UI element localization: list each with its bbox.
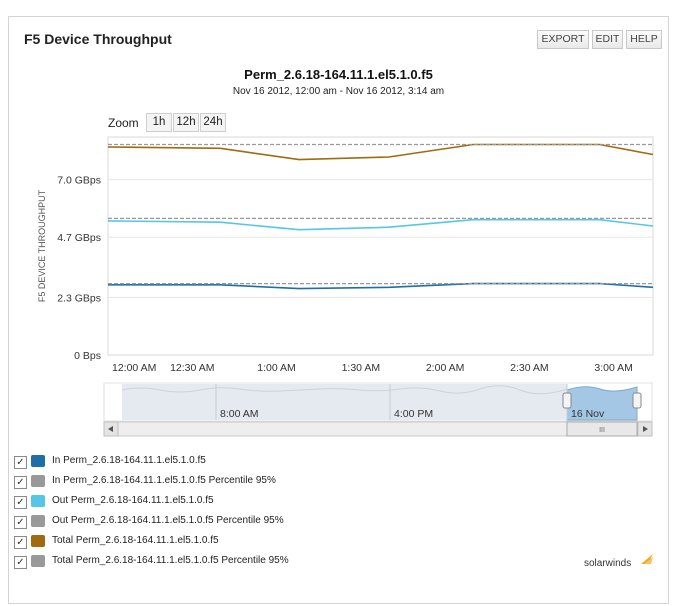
legend-swatch: [31, 475, 45, 487]
legend-label: Total Perm_2.6.18-164.11.1.el5.1.0.f5 Pe…: [52, 555, 289, 566]
y-tick-label: 7.0 GBps: [57, 175, 101, 187]
navigator-label: 4:00 PM: [394, 408, 433, 420]
y-tick-label: 4.7 GBps: [57, 232, 101, 244]
chart-title: Perm_2.6.18-164.11.1.el5.1.0.f5: [244, 67, 433, 82]
legend-checkbox[interactable]: ✓: [14, 556, 27, 569]
y-tick-label: 0 Bps: [74, 350, 101, 362]
zoom-1h-button[interactable]: 1h: [146, 113, 172, 132]
x-tick-label: 3:00 AM: [594, 362, 633, 374]
arrow-right-icon: [643, 426, 648, 432]
series-line: [108, 282, 654, 290]
series-lines: [107, 143, 654, 290]
zoom-12h-button[interactable]: 12h: [173, 113, 199, 132]
y-axis-label: F5 DEVICE THROUGHPUT: [37, 189, 47, 302]
navigator-range-shade: [122, 384, 567, 420]
panel-title: F5 Device Throughput: [24, 31, 172, 47]
legend-swatch: [31, 555, 45, 567]
y-tick-label: 2.3 GBps: [57, 292, 101, 304]
zoom-label: Zoom: [108, 116, 139, 130]
edit-button[interactable]: EDIT: [592, 30, 623, 49]
navigator-scrollbar[interactable]: III: [103, 421, 653, 437]
x-tick-label: 12:30 AM: [170, 362, 214, 374]
legend-label: Out Perm_2.6.18-164.11.1.el5.1.0.f5: [52, 495, 214, 506]
scroll-thumb[interactable]: [566, 421, 638, 437]
help-button[interactable]: HELP: [626, 30, 662, 49]
x-tick-label: 2:30 AM: [510, 362, 549, 374]
solarwinds-bird-icon: [641, 554, 653, 564]
y-tick-labels: 0 Bps 2.3 GBps 4.7 GBps 7.0 GBps: [57, 175, 101, 362]
x-tick-label: 1:00 AM: [257, 362, 296, 374]
brand-logo: solarwinds: [584, 558, 632, 569]
legend-label: In Perm_2.6.18-164.11.1.el5.1.0.f5 Perce…: [52, 475, 276, 486]
legend-swatch: [31, 515, 45, 527]
range-navigator[interactable]: 8:00 AM 4:00 PM 16 Nov: [103, 382, 653, 422]
navigator-right-handle[interactable]: [632, 392, 642, 409]
legend-checkbox[interactable]: ✓: [14, 476, 27, 489]
navigator-label: 8:00 AM: [220, 408, 259, 420]
legend-label: In Perm_2.6.18-164.11.1.el5.1.0.f5: [52, 455, 206, 466]
arrow-left-icon: [108, 426, 113, 432]
legend-label: Total Perm_2.6.18-164.11.1.el5.1.0.f5: [52, 535, 219, 546]
grid-lines: [108, 179, 653, 298]
legend-swatch: [31, 495, 45, 507]
legend-label: Out Perm_2.6.18-164.11.1.el5.1.0.f5 Perc…: [52, 515, 284, 526]
legend-checkbox[interactable]: ✓: [14, 456, 27, 469]
navigator-label: 16 Nov: [571, 408, 605, 420]
x-tick-label: 1:30 AM: [342, 362, 381, 374]
x-tick-label: 12:00 AM: [112, 362, 156, 374]
zoom-24h-button[interactable]: 24h: [200, 113, 226, 132]
export-button[interactable]: EXPORT: [537, 30, 589, 49]
plot-area: [107, 136, 654, 356]
navigator-left-handle[interactable]: [562, 392, 572, 409]
navigator-selected-window[interactable]: [566, 386, 638, 421]
series-line: [107, 218, 654, 231]
x-tick-label: 2:00 AM: [426, 362, 465, 374]
legend-swatch: [31, 455, 45, 467]
legend-checkbox[interactable]: ✓: [14, 536, 27, 549]
chart-subtitle: Nov 16 2012, 12:00 am - Nov 16 2012, 3:1…: [232, 86, 445, 97]
legend-checkbox[interactable]: ✓: [14, 496, 27, 509]
scroll-thumb-grip: III: [599, 427, 605, 434]
legend-checkbox[interactable]: ✓: [14, 516, 27, 529]
legend-swatch: [31, 535, 45, 547]
series-line: [107, 143, 654, 161]
x-tick-labels: 12:00 AM 12:30 AM 1:00 AM 1:30 AM 2:00 AM 2:3…: [112, 362, 633, 374]
